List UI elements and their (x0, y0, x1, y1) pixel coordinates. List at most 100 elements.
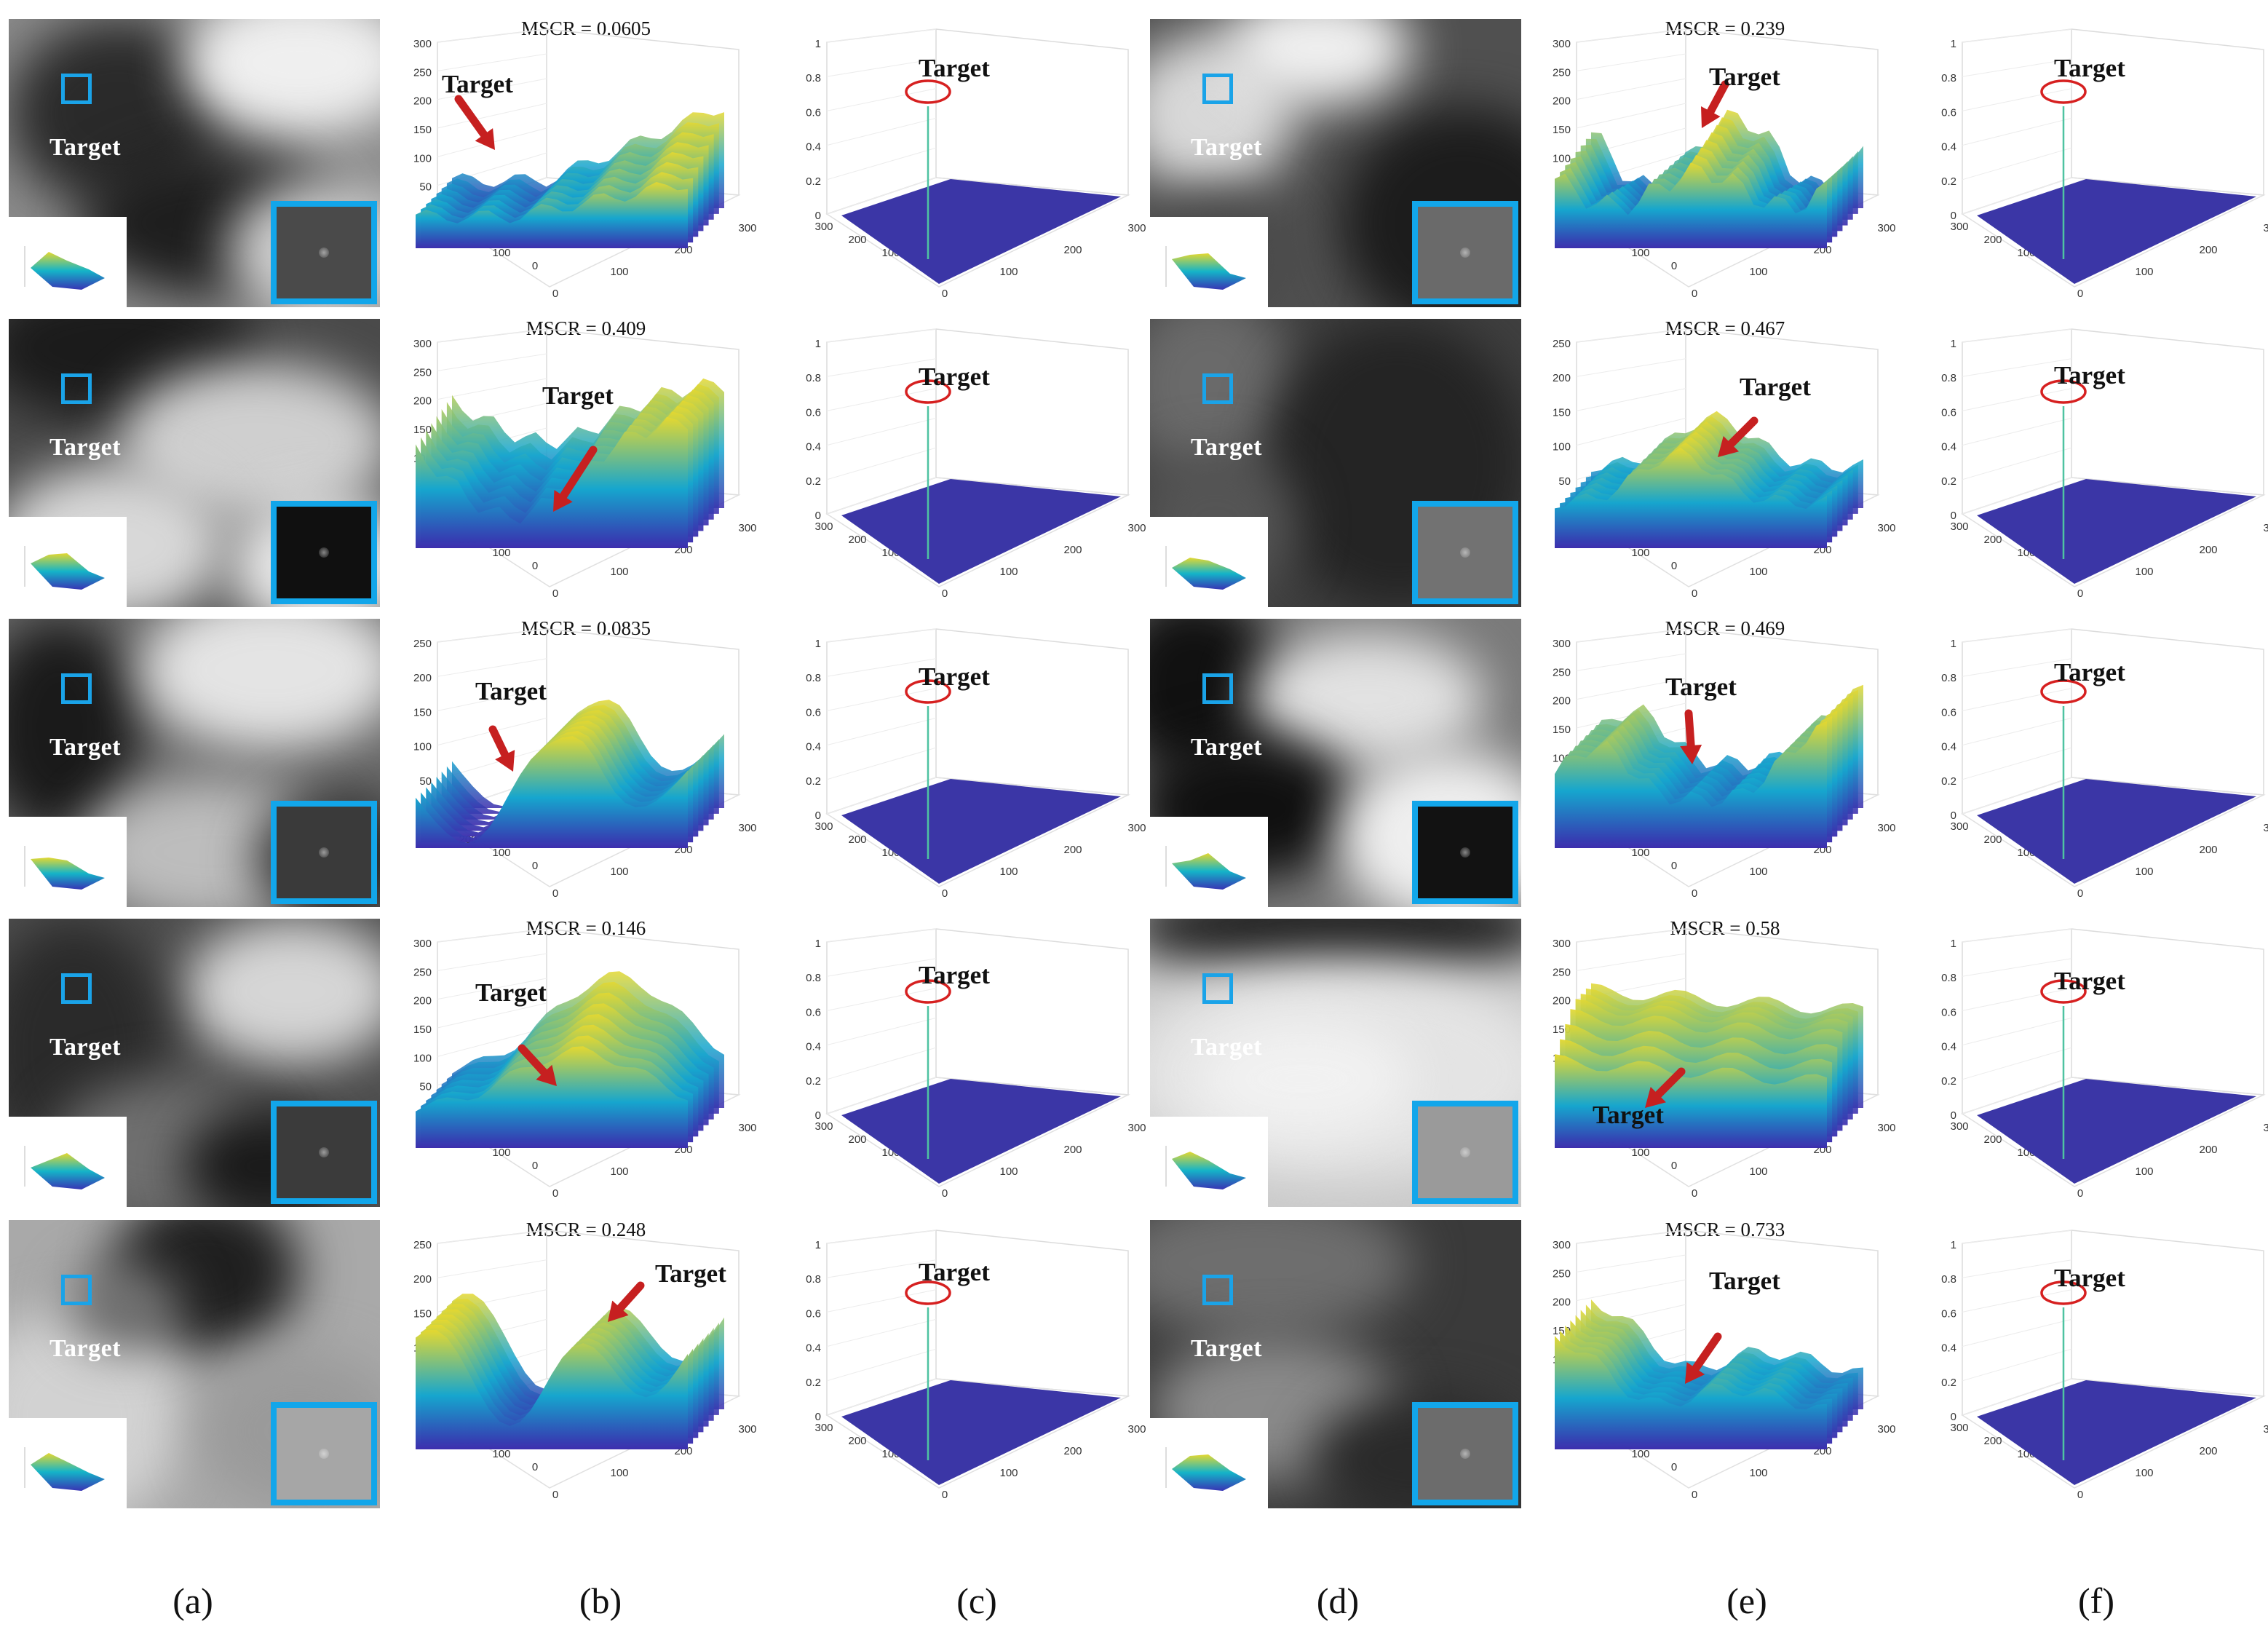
surface-x-tick: 100 (1749, 866, 1767, 878)
surface-z-tick: 100 (413, 1052, 432, 1064)
response-axes-box: 0 0.2 0.4 0.6 0.8 1 (1941, 28, 2266, 288)
surface-z-tick: 150 (413, 1024, 432, 1036)
surface-x-tick: 100 (610, 566, 628, 578)
target-spot (1460, 1147, 1470, 1157)
response-z-tick: 0 (815, 510, 821, 522)
surface-x-tick: 100 (610, 1467, 628, 1479)
surface-mesh (416, 700, 724, 848)
response-y-tick: 200 (848, 834, 866, 846)
response-y-tick: 200 (1983, 1435, 2002, 1447)
response-z-tick: 0 (815, 809, 821, 822)
surface-x-tick: 0 (1692, 887, 1697, 900)
surface-y-tick: 0 (1671, 860, 1677, 872)
surface-z-tick: 250 (1553, 1267, 1571, 1280)
response-axes-box: 0 0.2 0.4 0.6 0.8 1 (806, 328, 1130, 587)
surface-z-tick: 250 (413, 638, 432, 650)
response-z-tick: 0.2 (806, 1075, 821, 1088)
response-axes-box: 0 0.2 0.4 0.6 0.8 1 (1941, 928, 2266, 1187)
image-target-label: Target (49, 1335, 122, 1362)
surface-x-tick: 100 (610, 866, 628, 878)
response-z-tick: 0.8 (1941, 672, 1956, 684)
surface-z-tick: 50 (1558, 475, 1571, 488)
surface-mesh (416, 112, 724, 248)
response-y-tick: 200 (848, 1133, 866, 1146)
response-axes-box: 0 0.2 0.4 0.6 0.8 1 (806, 928, 1130, 1187)
response-z-tick: 1 (1951, 1239, 1956, 1251)
surface-z-tick: 50 (419, 1081, 432, 1093)
response-z-tick: 0 (1951, 809, 1956, 822)
surface-y-tick: 100 (492, 547, 510, 559)
surface-y-tick: 0 (532, 560, 538, 572)
surface-z-tick: 200 (413, 672, 432, 684)
response-z-tick: 1 (815, 38, 821, 50)
surface-plot: MSCR = 0.7330501001502002503003002001000… (1536, 1219, 1914, 1508)
target-zoom-inset (271, 801, 377, 904)
surface-plot: MSCR = 0.4670501001502002503002001000010… (1536, 317, 1914, 607)
surface-z-tick: 200 (1553, 372, 1571, 384)
target-spot (1460, 847, 1470, 858)
surface-z-tick: 150 (413, 424, 432, 436)
mscr-label: MSCR = 0.0835 (520, 617, 651, 639)
target-arrow (1685, 1332, 1722, 1384)
response-floor (1977, 1079, 2256, 1184)
surface-mesh (416, 971, 724, 1148)
target-box (61, 973, 92, 1004)
peak-ellipse (905, 679, 951, 704)
response-floor (1977, 479, 2256, 584)
surface-y-tick: 0 (1671, 260, 1677, 272)
surface-thumbnail (9, 1117, 127, 1207)
image-target-label: Target (49, 134, 122, 161)
surface-x-tick: 300 (738, 1423, 756, 1436)
response-plot: 00.20.40.60.8130020010000100200300Target (786, 19, 1165, 307)
response-z-tick: 0.8 (1941, 72, 1956, 84)
mscr-label: MSCR = 0.239 (1665, 17, 1785, 39)
target-zoom-inset (1412, 801, 1518, 904)
infrared-image: Target (1150, 319, 1521, 607)
response-plot: 00.20.40.60.8130020010000100200300Target (1922, 1220, 2268, 1508)
response-z-tick: 0.8 (1941, 972, 1956, 984)
surface-z-tick: 200 (413, 995, 432, 1007)
response-floor (841, 779, 1121, 884)
mscr-label: MSCR = 0.733 (1665, 1219, 1785, 1240)
surface-z-tick: 50 (419, 775, 432, 788)
response-target-label: Target (2054, 361, 2125, 389)
surface-x-tick: 100 (1749, 1467, 1767, 1479)
infrared-image: Target (1150, 1220, 1521, 1508)
target-arrow (518, 1044, 557, 1086)
surface-thumbnail (1150, 817, 1268, 907)
target-zoom-inset (1412, 201, 1518, 304)
surface-z-tick: 100 (1553, 152, 1571, 165)
response-y-tick: 300 (1950, 221, 1968, 233)
surface-target-label: Target (1593, 1101, 1664, 1129)
response-x-tick: 100 (2135, 266, 2153, 278)
response-z-tick: 1 (1951, 338, 1956, 350)
surface-mesh (1555, 411, 1863, 548)
target-box (61, 373, 92, 404)
surface-x-tick: 0 (552, 1489, 558, 1501)
surface-z-tick: 300 (1553, 638, 1571, 650)
surface-z-tick: 250 (1553, 966, 1571, 978)
response-x-tick: 100 (999, 1467, 1018, 1479)
response-z-tick: 0.4 (1941, 441, 1956, 454)
column-label-e: (e) (1726, 1580, 1767, 1621)
response-x-tick: 100 (999, 866, 1018, 878)
response-y-tick: 300 (1950, 1120, 1968, 1133)
response-z-tick: 0 (1951, 1411, 1956, 1423)
response-z-tick: 0 (1951, 510, 1956, 522)
surface-z-tick: 250 (1553, 338, 1571, 350)
surface-y-tick: 100 (492, 1448, 510, 1460)
surface-thumbnail (9, 217, 127, 307)
response-x-tick: 200 (2199, 844, 2217, 856)
response-y-tick: 300 (1950, 520, 1968, 533)
target-zoom-inset (271, 1101, 377, 1204)
peak-ellipse (2040, 1280, 2087, 1305)
response-x-tick: 200 (2199, 544, 2217, 556)
infrared-image: Target (9, 1220, 380, 1508)
response-floor (1977, 1380, 2256, 1485)
response-z-tick: 0.4 (806, 141, 821, 154)
image-target-label: Target (49, 1034, 122, 1061)
surface-target-label: Target (1709, 1267, 1780, 1295)
response-z-tick: 0.4 (1941, 1041, 1956, 1053)
response-floor (1977, 179, 2256, 284)
response-axes-box: 0 0.2 0.4 0.6 0.8 1 (1941, 328, 2266, 587)
